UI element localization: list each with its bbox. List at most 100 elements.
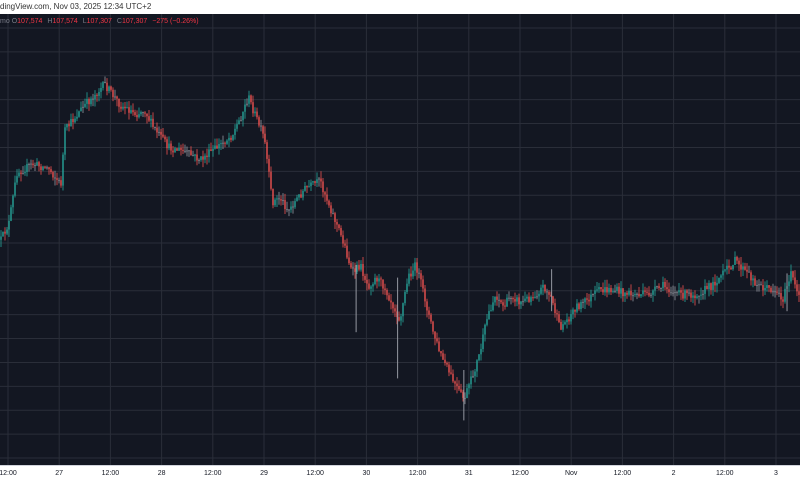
candle-body [230, 137, 232, 140]
candle-body [226, 140, 228, 144]
candle-body [320, 178, 322, 182]
candle-body [138, 114, 140, 118]
candle-body [716, 282, 718, 286]
candle-body [448, 364, 450, 373]
candle-body [794, 277, 796, 285]
candle-body [528, 296, 530, 302]
candle-body [54, 177, 56, 179]
candle-body [160, 131, 162, 135]
candle-body [652, 290, 654, 295]
candle-body [96, 94, 98, 96]
candle-body [290, 206, 292, 210]
candle-body [178, 147, 180, 151]
candle-body [606, 287, 608, 293]
candle-body [264, 133, 266, 143]
candle-body [564, 322, 566, 325]
candle-body [236, 124, 238, 129]
candle-body [162, 134, 164, 137]
candle-body [630, 290, 632, 296]
candle-body [192, 155, 194, 157]
candle-body [770, 287, 772, 293]
candle-body [666, 287, 668, 290]
chart-area[interactable]: mo O107,574 H107,574 L107,307 C107,307 −… [0, 14, 800, 465]
candle-body [132, 110, 134, 113]
candle-body [332, 213, 334, 215]
candle-body [188, 150, 190, 152]
candle-body [330, 205, 332, 214]
candle-body [346, 245, 348, 258]
candle-body [470, 376, 472, 385]
candle-body [562, 324, 564, 330]
candle-body [154, 126, 156, 128]
candle-body [70, 118, 72, 127]
candle-body [374, 277, 376, 285]
candle-body [398, 317, 400, 321]
time-axis[interactable]: 12:00 27 12:00 28 12:00 29 12:00 30 12:00 31 12:00… [0, 465, 800, 501]
candle-body [408, 273, 410, 284]
candle-body [78, 111, 80, 117]
candle-body [428, 310, 430, 315]
candle-body [56, 178, 58, 180]
candle-body [118, 98, 120, 107]
candle-body [342, 235, 344, 244]
candle-body [778, 292, 780, 294]
ohlc-open-value: 107,574 [17, 18, 43, 25]
candle-body [386, 290, 388, 296]
candle-body [208, 149, 210, 158]
candle-body [466, 388, 468, 399]
candle-body [360, 263, 362, 270]
candle-body [254, 111, 256, 114]
candle-body [608, 287, 610, 293]
candle-body [166, 139, 168, 149]
candle-body [622, 288, 624, 297]
candle-body [4, 231, 6, 234]
candle-body [692, 295, 694, 298]
candle-body [592, 293, 594, 295]
candle-body [32, 163, 34, 166]
candle-body [524, 298, 526, 302]
candle-body [790, 271, 792, 282]
candle-body [60, 180, 62, 186]
candle-body [506, 297, 508, 307]
candle-body [266, 142, 268, 159]
candle-body [570, 314, 572, 322]
candle-body [168, 143, 170, 149]
candle-body [284, 200, 286, 210]
candle-body [42, 166, 44, 171]
candle-body [372, 284, 374, 287]
candle-body [310, 182, 312, 187]
candle-body [792, 271, 794, 278]
candle-body [52, 172, 54, 178]
candle-body [302, 190, 304, 198]
candle-body [598, 287, 600, 290]
candle-body [212, 148, 214, 151]
candle-body [316, 179, 318, 183]
x-tick-label: 12:00 [716, 470, 734, 477]
ohlc-change: −275 (−0.26%) [152, 18, 199, 25]
candle-body [326, 194, 328, 201]
candle-body [710, 283, 712, 290]
candle-body [66, 123, 68, 128]
candle-body [50, 169, 52, 173]
chart-svg[interactable] [0, 14, 800, 465]
candle-body [206, 155, 208, 158]
candle-body [754, 278, 756, 286]
candle-body [454, 381, 456, 384]
candle-body [6, 229, 8, 234]
candle-body [420, 273, 422, 280]
candle-body [82, 106, 84, 108]
candle-body [656, 286, 658, 288]
candle-body [476, 360, 478, 372]
candle-body [478, 354, 480, 361]
candle-body [136, 114, 138, 118]
candle-body [498, 299, 500, 301]
candle-body [440, 351, 442, 354]
candle-body [140, 112, 142, 115]
candle-body [402, 303, 404, 317]
x-tick-label: 31 [464, 470, 473, 477]
candle-body [184, 150, 186, 152]
candle-body [124, 106, 126, 109]
candle-body [696, 296, 698, 299]
candle-body [328, 200, 330, 206]
ohlc-close-label: C [116, 18, 122, 25]
